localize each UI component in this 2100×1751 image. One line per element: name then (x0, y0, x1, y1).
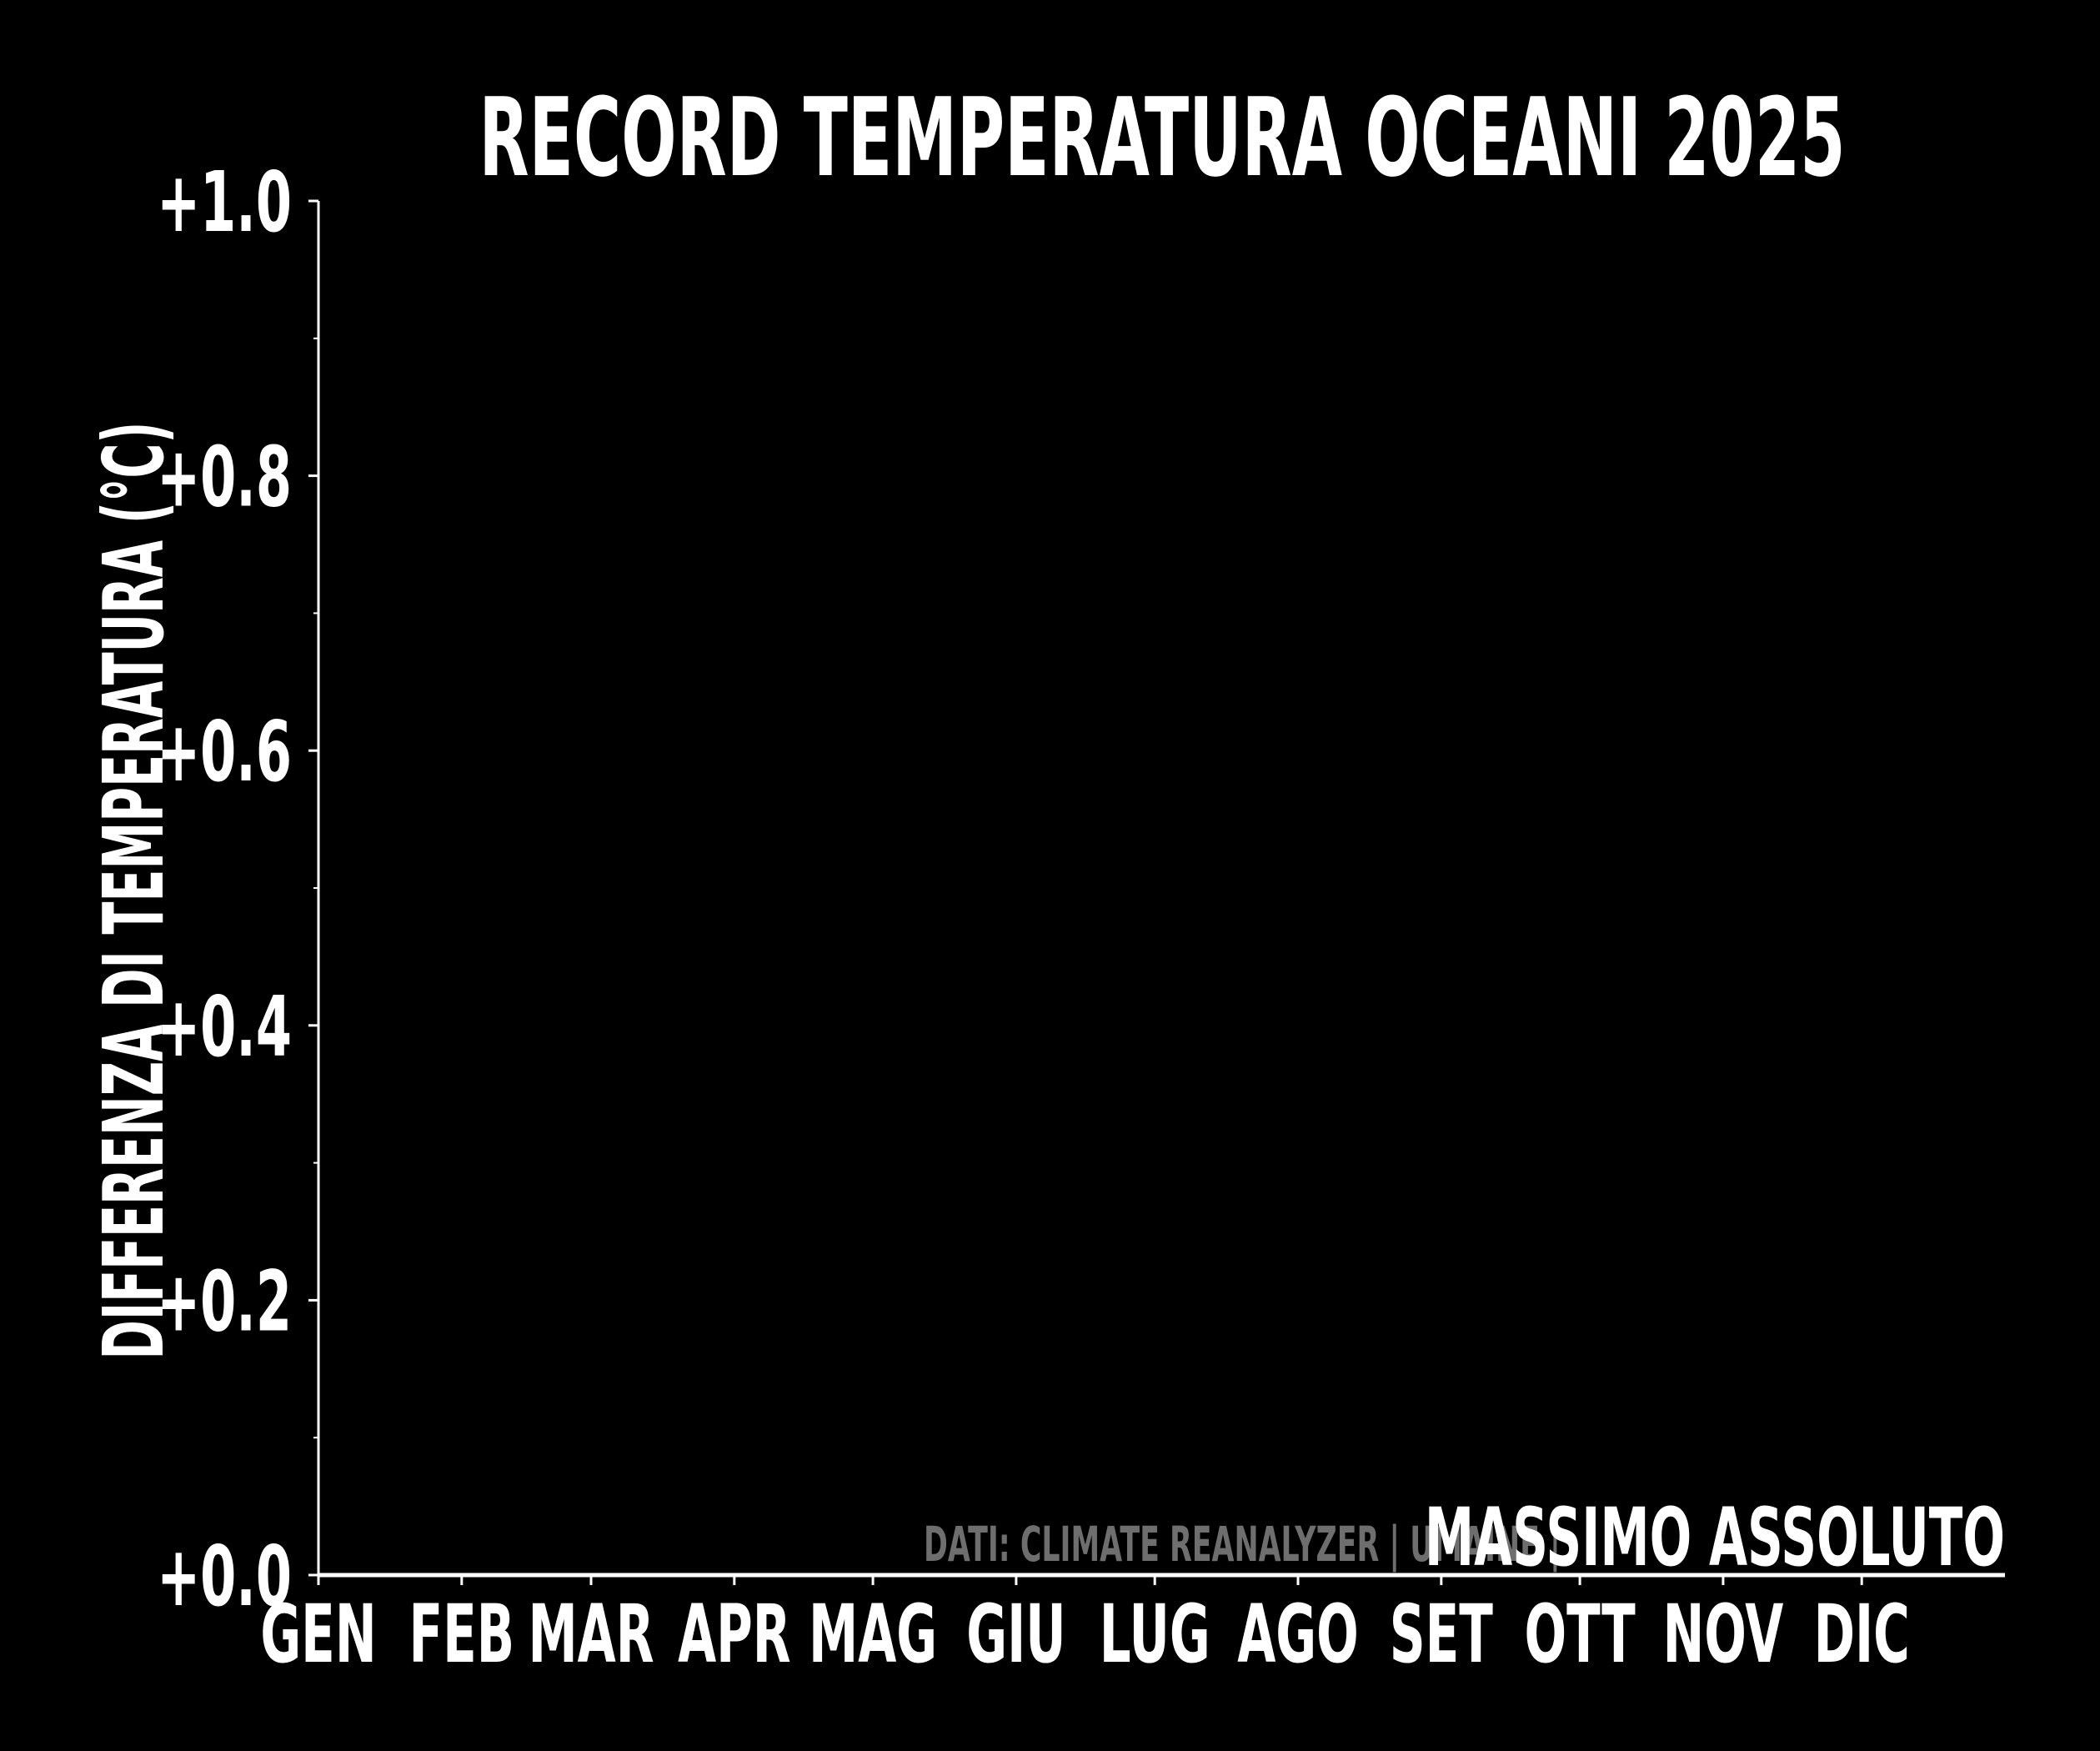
y-tick-label: +0.2 (157, 1252, 292, 1350)
x-tick-label: SET (1390, 1588, 1493, 1681)
x-tick-label: MAR (528, 1588, 654, 1681)
x-tick-label: MAG (809, 1588, 937, 1681)
y-tick-label: +0.6 (157, 703, 292, 800)
x-tick-label: AGO (1237, 1588, 1359, 1681)
x-tick-label: GEN (260, 1588, 376, 1681)
source-note: DATI: CLIMATE REANALYZER | UMAINE | (924, 1516, 1561, 1573)
x-tick-label: GIU (966, 1588, 1065, 1681)
x-tick-label: NOV (1662, 1588, 1783, 1681)
x-tick-label: APR (678, 1588, 791, 1681)
record-label: MASSIMO ASSOLUTO (1425, 1491, 2005, 1584)
y-axis-label: DIFFERENZA DI TEMPERATURA (°C) (85, 422, 183, 1360)
x-tick-label: OTT (1525, 1588, 1636, 1681)
y-tick-label: +0.8 (157, 429, 292, 526)
x-tick-label: DIC (1814, 1588, 1910, 1681)
y-tick-label: +0.0 (157, 1528, 292, 1625)
chart-title: RECORD TEMPERATURA OCEANI 2025 (479, 74, 1846, 201)
y-tick-label: +0.4 (157, 978, 292, 1076)
y-tick-label: +1.0 (157, 153, 292, 251)
x-tick-label: FEB (408, 1588, 514, 1681)
x-tick-label: LUG (1100, 1588, 1210, 1681)
